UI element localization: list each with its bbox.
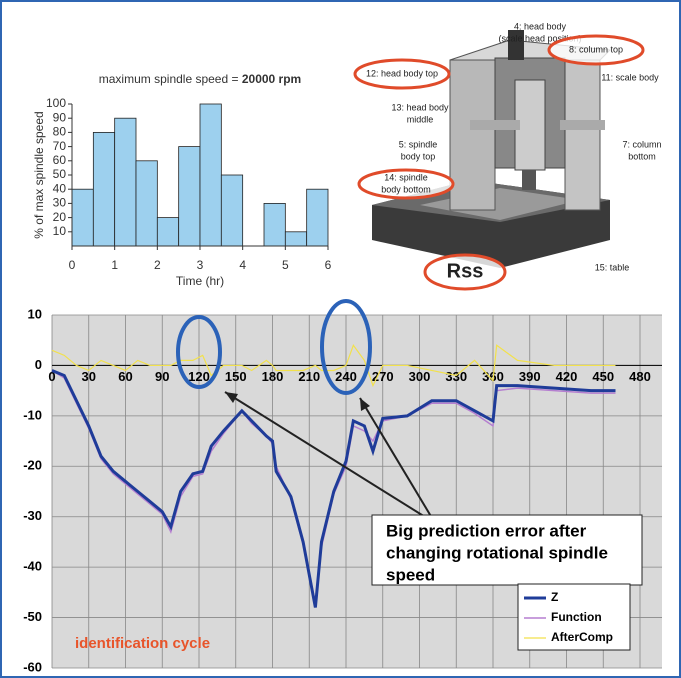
bar [115,118,136,246]
y-tick-label: 50 [53,167,67,181]
x-tick-label: 5 [282,258,289,272]
machine-label: 8: column top [569,44,623,54]
machine-label: bottom [628,151,656,161]
legend-label: AfterComp [551,630,613,644]
x-tick-label: 6 [325,258,332,272]
machine-label: 12: head body top [366,68,438,78]
machine-label: Rss [447,260,484,282]
annotation: Big prediction error after [386,521,587,540]
machine-label: 15: table [595,262,630,272]
legend-label: Function [551,610,602,624]
machine-label: middle [407,114,434,124]
bar [200,104,221,246]
y-tick-label: -30 [23,508,42,523]
y-tick-label: 70 [53,139,67,153]
y-tick-label: -40 [23,559,42,574]
bar [179,147,200,246]
x-tick-label: 4 [239,258,246,272]
y-tick-label: 10 [53,224,67,238]
x-tick-label: 420 [556,369,578,384]
machine-label: body bottom [381,184,431,194]
x-tick-label: 390 [519,369,541,384]
y-tick-label: -10 [23,407,42,422]
x-tick-label: 450 [592,369,614,384]
x-tick-label: 150 [225,369,247,384]
machine-label: 11: scale body [601,72,659,82]
title-bold: 20000 rpm [242,72,301,86]
bar [72,189,93,246]
x-tick-label: 240 [335,369,357,384]
bar [93,132,114,246]
chart-title: maximum spindle speed = 20000 rpm [99,72,301,86]
bar [307,189,328,246]
x-tick-label: 480 [629,369,651,384]
y-tick-label: -50 [23,609,42,624]
note: identification cycle [75,635,210,652]
x-tick-label: 3 [197,258,204,272]
title-text: maximum spindle speed = [99,72,242,86]
y-tick-label: 60 [53,153,67,167]
annotation: changing rotational spindle [386,543,608,562]
x-tick-label: 120 [188,369,210,384]
x-axis-label: Time (hr) [176,274,224,288]
y-tick-label: -20 [23,458,42,473]
x-tick-label: 1 [111,258,118,272]
y-tick-label: -60 [23,659,42,674]
machine-label: 4: head body [514,21,567,31]
bar [221,175,242,246]
y-tick-label: 90 [53,110,67,124]
y-tick-label: 0 [35,357,42,372]
x-tick-label: 0 [69,258,76,272]
y-tick-label: 80 [53,125,67,139]
bar [157,218,178,246]
x-tick-label: 90 [155,369,169,384]
y-tick-label: 100 [46,96,66,110]
x-tick-label: 180 [262,369,284,384]
machine-label: 13: head body [391,102,449,112]
x-tick-label: 210 [298,369,320,384]
bar [285,232,306,246]
machine-label: 7: column [622,139,661,149]
bar [264,203,285,246]
y-axis-label: % of max spindle speed [32,111,46,238]
bar [136,161,157,246]
machine-label: 14: spindle [384,172,428,182]
y-tick-label: 20 [53,210,67,224]
y-tick-label: 40 [53,181,67,195]
y-tick-label: 30 [53,196,67,210]
figure: 100-10-20-30-40-50-600306090120150180210… [0,0,681,678]
x-tick-label: 330 [445,369,467,384]
annotation: speed [386,565,435,584]
x-tick-label: 2 [154,258,161,272]
x-tick-label: 300 [409,369,431,384]
machine-label: 5: spindle [399,139,438,149]
legend-label: Z [551,590,558,604]
machine-label: body top [401,151,436,161]
y-tick-label: 10 [28,306,42,321]
